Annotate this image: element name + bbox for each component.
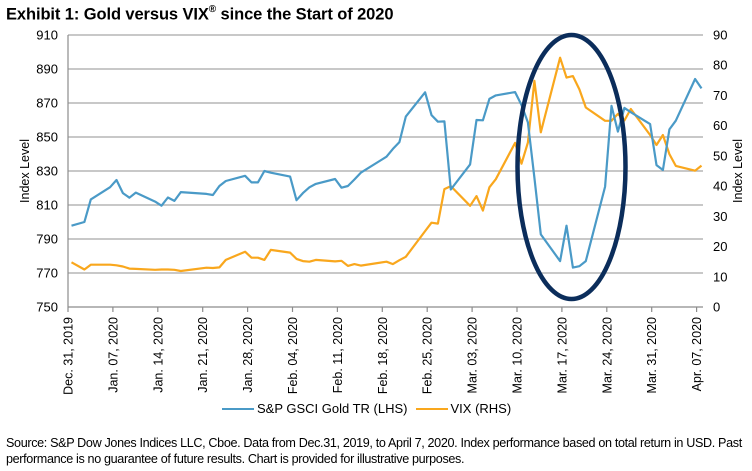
left-tick-label: 770	[36, 266, 58, 281]
left-tick-label: 810	[36, 198, 58, 213]
right-tick-label: 0	[713, 300, 720, 315]
right-axis-ticks: 90 80 70 60 50 40 30 20 10 0	[713, 28, 727, 315]
legend-label-vix: VIX (RHS)	[450, 401, 512, 416]
legend: S&P GSCI Gold TR (LHS) VIX (RHS)	[222, 401, 519, 416]
right-tick-label: 30	[713, 209, 727, 224]
chart-title-text: Exhibit 1: Gold versus VIX	[6, 5, 209, 24]
x-tick-label: Mar. 24, 2020	[600, 317, 614, 393]
right-tick-label: 50	[713, 148, 727, 163]
right-axis-title: Index Level	[731, 139, 745, 203]
left-tick-label: 750	[36, 300, 58, 315]
legend-item-gold: S&P GSCI Gold TR (LHS)	[222, 401, 408, 416]
x-tick-label: Jan. 21, 2020	[196, 317, 210, 393]
right-tick-label: 40	[713, 179, 727, 194]
highlight-ellipse	[515, 32, 628, 302]
legend-swatch-vix	[415, 407, 448, 410]
x-axis: Dec. 31, 2019 Jan. 07, 2020 Jan. 14, 2020 J…	[62, 35, 704, 395]
right-tick-label: 20	[713, 239, 727, 254]
chart-title: Exhibit 1: Gold versus VIX® since the St…	[6, 4, 394, 25]
chart-title-suffix: since the Start of 2020	[216, 5, 394, 24]
registered-mark: ®	[208, 4, 217, 15]
right-tick-label: 10	[713, 269, 727, 284]
left-tick-label: 890	[36, 62, 58, 77]
right-tick-label: 70	[713, 88, 727, 103]
series-lines	[70, 56, 703, 273]
left-tick-label: 910	[36, 28, 58, 43]
series-points-gold	[71, 78, 702, 268]
series-line-vix	[70, 56, 703, 273]
left-tick-label: 830	[36, 164, 58, 179]
x-tick-label: Mar. 17, 2020	[555, 317, 569, 393]
legend-label-gold: S&P GSCI Gold TR (LHS)	[257, 401, 408, 416]
gridlines	[68, 34, 703, 274]
x-tick-label: Feb. 11, 2020	[331, 317, 345, 393]
x-tick-label: Feb. 04, 2020	[286, 317, 300, 394]
right-tick-label: 80	[713, 58, 727, 73]
x-tick-label: Jan. 14, 2020	[151, 317, 165, 393]
legend-item-vix: VIX (RHS)	[415, 401, 512, 416]
series-line-gold	[71, 77, 703, 269]
source-footnote: Source: S&P Dow Jones Indices LLC, Cboe.…	[6, 436, 742, 466]
right-tick-label: 90	[713, 28, 727, 43]
x-tick-label: Mar. 31, 2020	[645, 317, 659, 393]
x-tick-label: Dec. 31, 2019	[62, 317, 76, 395]
left-tick-label: 870	[36, 96, 58, 111]
x-tick-label: Mar. 10, 2020	[511, 317, 525, 393]
x-tick-label: Jan. 07, 2020	[106, 317, 120, 393]
x-tick-label: Mar. 03, 2020	[466, 317, 480, 393]
left-tick-label: 790	[36, 232, 58, 247]
left-axis-ticks: 910 890 870 850 830 810 790 770 750	[36, 28, 58, 315]
legend-swatch-gold	[222, 407, 254, 410]
left-axis-title: Index Level	[18, 139, 32, 203]
x-tick-label: Jan. 28, 2020	[241, 317, 255, 393]
left-tick-label: 850	[36, 130, 58, 145]
x-tick-label: Feb. 18, 2020	[376, 317, 390, 394]
chart-area: 910 890 870 850 830 810 790 770 750 90 80 70 60 50 40…	[18, 28, 745, 395]
x-tick-label: Feb. 25, 2020	[421, 317, 435, 394]
series-points-vix	[71, 57, 702, 272]
right-tick-label: 60	[713, 118, 727, 133]
x-tick-label: Apr. 07, 2020	[690, 317, 704, 391]
